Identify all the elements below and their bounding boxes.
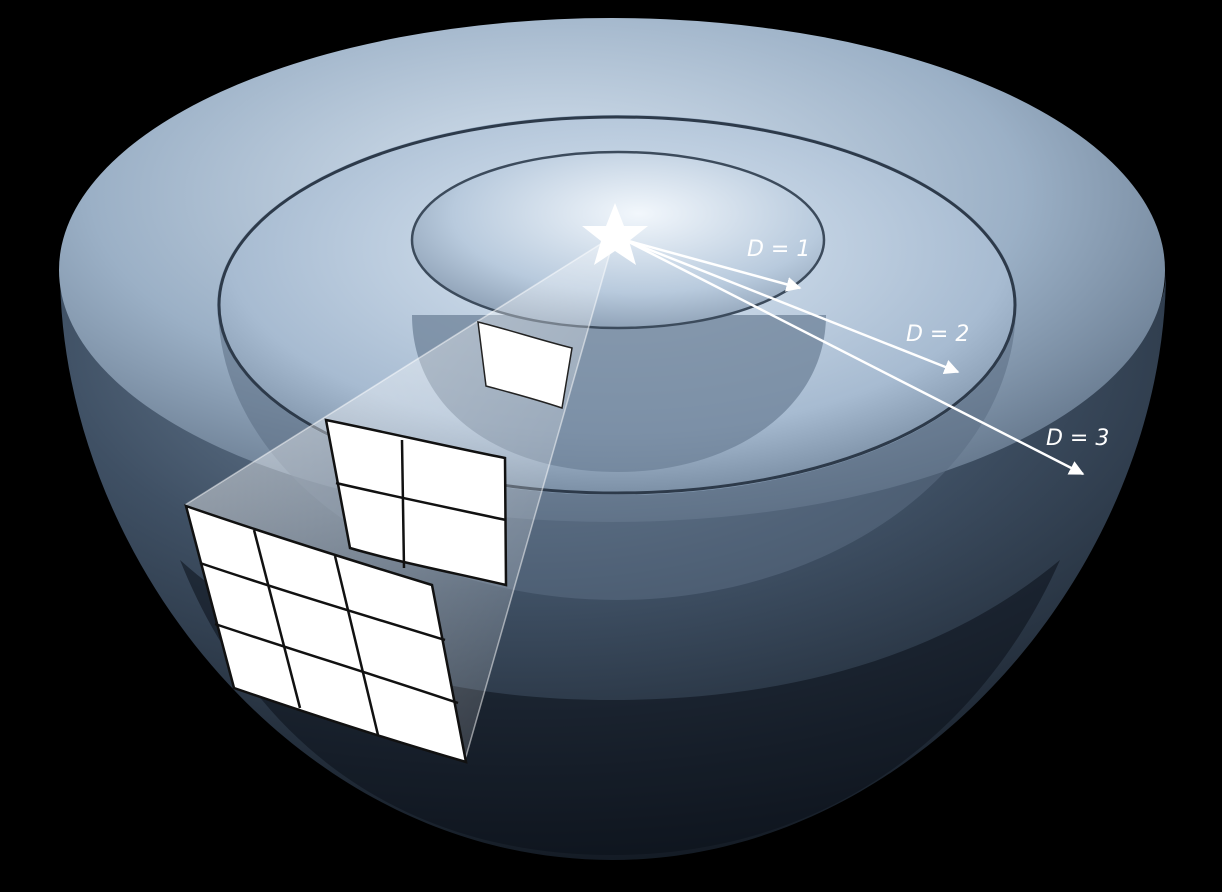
distance-arrows: [624, 238, 1085, 476]
label-d1: D = 1: [747, 237, 810, 262]
patch-d1: [477, 321, 573, 409]
star-icon: [582, 203, 648, 265]
arrow-d2: [624, 238, 960, 374]
label-d2: D = 2: [906, 322, 969, 347]
outer-hemisphere-shadow: [180, 560, 1060, 855]
arrow-d3: [624, 238, 1085, 476]
cone-edge-left: [184, 234, 616, 506]
patch-d3: [184, 504, 468, 764]
cone-edge-right: [464, 234, 616, 761]
arrow-d1: [624, 238, 802, 292]
patch-d2: [324, 418, 508, 587]
label-d3: D = 3: [1046, 426, 1109, 451]
